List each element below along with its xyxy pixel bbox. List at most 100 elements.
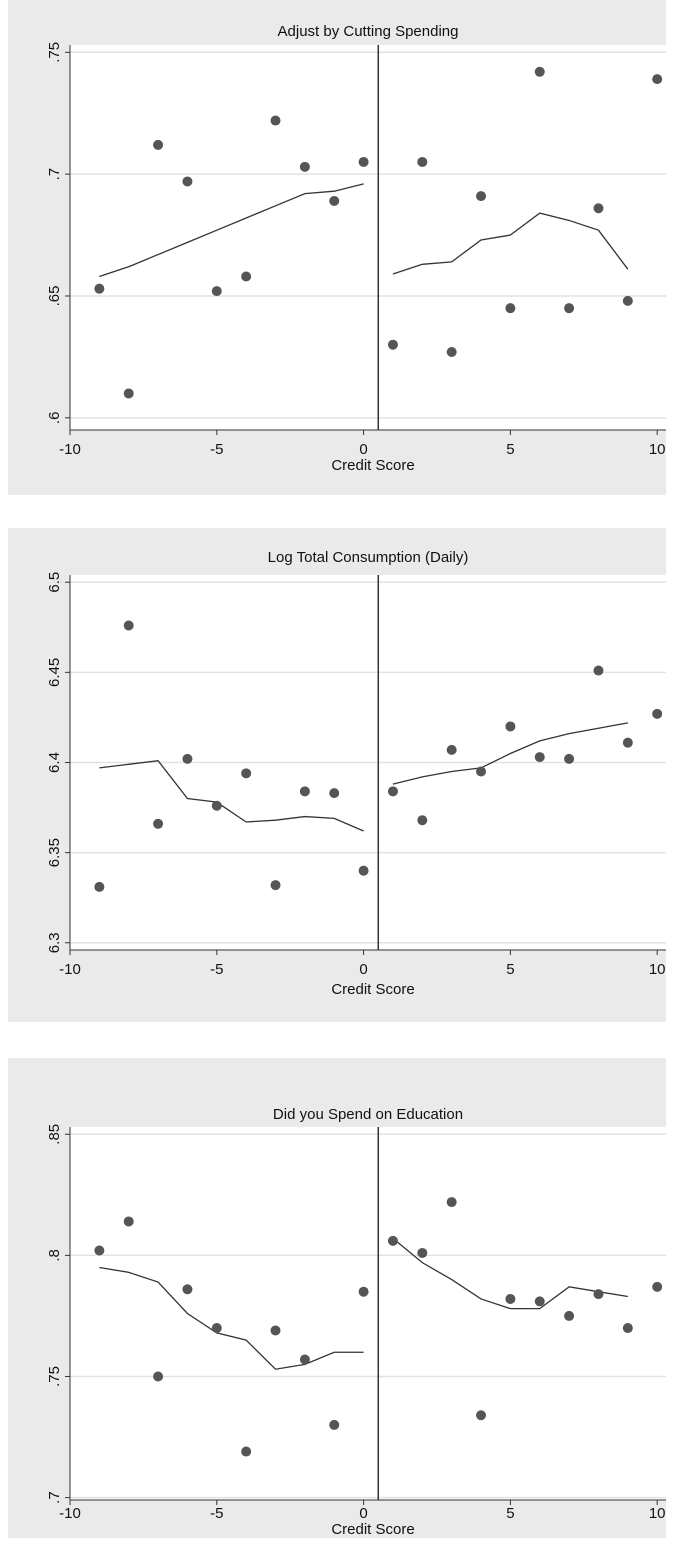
point xyxy=(94,881,105,892)
point xyxy=(182,753,193,764)
fit-line xyxy=(99,183,364,278)
point xyxy=(241,768,252,779)
chart-title: Did you Spend on Education xyxy=(273,1106,463,1123)
point xyxy=(358,1286,369,1297)
chart-title: Adjust by Cutting Spending xyxy=(278,23,459,40)
x-tick-label: -10 xyxy=(59,441,81,458)
y-tick-label: .65 xyxy=(46,286,63,307)
point xyxy=(387,339,398,350)
point xyxy=(387,1235,398,1246)
x-axis-label: Credit Score xyxy=(331,457,414,474)
y-tick-label: 6.35 xyxy=(46,838,63,867)
point xyxy=(270,880,281,891)
fit-line xyxy=(99,760,364,832)
point xyxy=(505,303,516,314)
point xyxy=(417,156,428,167)
point xyxy=(652,1281,663,1292)
y-tick-label: 6.4 xyxy=(46,752,63,773)
point xyxy=(329,1419,340,1430)
point xyxy=(182,176,193,187)
point xyxy=(446,347,457,358)
point xyxy=(153,1371,164,1382)
y-tick-label: .75 xyxy=(46,42,63,63)
plot-area xyxy=(70,1127,666,1500)
point xyxy=(534,66,545,77)
point xyxy=(270,115,281,126)
point xyxy=(123,620,134,631)
point xyxy=(241,1446,252,1457)
point xyxy=(153,139,164,150)
x-tick-label: -5 xyxy=(210,1505,223,1522)
y-tick-label: 6.3 xyxy=(46,932,63,953)
point xyxy=(270,1325,281,1336)
chart-title: Log Total Consumption (Daily) xyxy=(268,549,469,566)
x-tick-label: 0 xyxy=(359,961,367,978)
plot-area xyxy=(70,45,666,430)
point xyxy=(94,1245,105,1256)
point xyxy=(358,865,369,876)
x-axis-label: Credit Score xyxy=(331,981,414,998)
point xyxy=(476,191,487,202)
y-tick-label: .8 xyxy=(46,1249,63,1262)
point xyxy=(299,786,310,797)
point xyxy=(123,388,134,399)
y-tick-label: .75 xyxy=(46,1366,63,1387)
point xyxy=(446,1197,457,1208)
fit-line xyxy=(99,1266,364,1370)
x-tick-label: 10 xyxy=(649,961,666,978)
point xyxy=(417,815,428,826)
point xyxy=(446,744,457,755)
point xyxy=(358,156,369,167)
point xyxy=(211,286,222,297)
point xyxy=(329,195,340,206)
point xyxy=(94,283,105,294)
point xyxy=(476,1410,487,1421)
point xyxy=(593,1289,604,1300)
point xyxy=(593,203,604,214)
point xyxy=(299,1354,310,1365)
point xyxy=(387,786,398,797)
point xyxy=(564,1310,575,1321)
y-tick-label: .6 xyxy=(46,412,63,425)
point xyxy=(564,753,575,764)
x-tick-label: 5 xyxy=(506,1505,514,1522)
x-tick-label: -5 xyxy=(210,441,223,458)
point xyxy=(622,1323,633,1334)
point xyxy=(564,303,575,314)
fit-line xyxy=(392,1237,628,1310)
point xyxy=(593,665,604,676)
point xyxy=(123,1216,134,1227)
point xyxy=(182,1284,193,1295)
point xyxy=(211,1323,222,1334)
point xyxy=(652,74,663,85)
x-tick-label: -10 xyxy=(59,961,81,978)
x-tick-label: 5 xyxy=(506,961,514,978)
point xyxy=(505,1293,516,1304)
x-tick-label: -10 xyxy=(59,1505,81,1522)
point xyxy=(652,708,663,719)
point xyxy=(534,1296,545,1307)
x-tick-label: -5 xyxy=(210,961,223,978)
fit-line xyxy=(392,212,629,275)
x-tick-label: 10 xyxy=(649,441,666,458)
point xyxy=(241,271,252,282)
x-tick-label: 5 xyxy=(506,441,514,458)
point xyxy=(211,800,222,811)
point xyxy=(417,1247,428,1258)
x-axis-label: Credit Score xyxy=(331,1521,414,1538)
point xyxy=(534,752,545,763)
y-tick-label: .85 xyxy=(46,1124,63,1145)
fit-line xyxy=(392,722,628,785)
y-tick-label: 6.5 xyxy=(46,572,63,593)
point xyxy=(476,766,487,777)
x-tick-label: 0 xyxy=(359,441,367,458)
point xyxy=(153,818,164,829)
point xyxy=(622,295,633,306)
point xyxy=(505,721,516,732)
point xyxy=(622,737,633,748)
y-tick-label: .7 xyxy=(46,1491,63,1504)
x-tick-label: 10 xyxy=(649,1505,666,1522)
y-tick-label: .7 xyxy=(46,168,63,181)
point xyxy=(329,788,340,799)
